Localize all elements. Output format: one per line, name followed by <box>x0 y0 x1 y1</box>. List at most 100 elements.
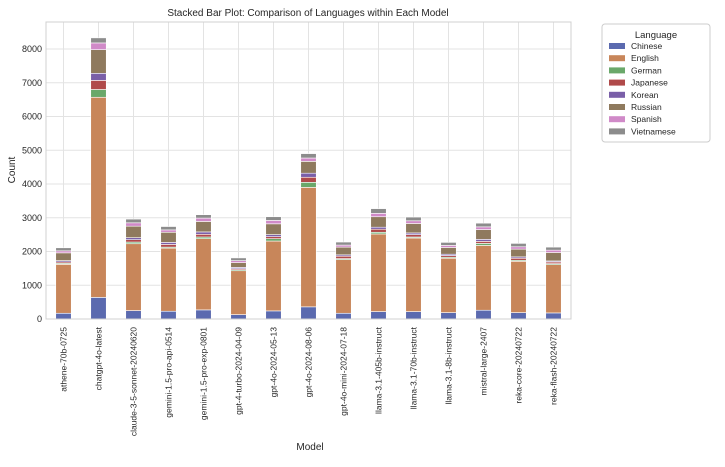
x-tick-label: chatgpt-4o-latest <box>94 326 104 390</box>
legend-label: Spanish <box>631 114 662 124</box>
bar-segment-korean <box>300 172 317 178</box>
x-tick-label: llama-3.1-405b-instruct <box>374 326 384 414</box>
bar-segment-korean <box>195 231 212 235</box>
chart-title: Stacked Bar Plot: Comparison of Language… <box>167 8 448 19</box>
legend-swatch-japanese <box>609 79 625 86</box>
legend-label: Japanese <box>631 78 668 88</box>
legend-swatch-chinese <box>609 43 625 49</box>
legend-swatch-spanish <box>609 116 625 123</box>
bar-segment-vietnamese <box>335 241 352 246</box>
x-tick-label: reka-core-20240722 <box>514 327 524 404</box>
y-tick-label: 5000 <box>22 145 42 155</box>
x-axis-label: Model <box>296 442 323 453</box>
bar-segment-spanish <box>475 226 492 230</box>
bar-segment-korean <box>160 242 177 245</box>
y-axis: 0 1000 2000 3000 4000 5000 6000 7000 8000 <box>22 44 42 324</box>
bar-segment-chinese <box>265 310 282 320</box>
bar-segment-chinese <box>370 311 387 320</box>
bar-segment-japanese <box>265 236 282 239</box>
y-tick-label: 7000 <box>22 78 42 88</box>
bar-segment-russian <box>510 248 527 258</box>
bar-segment-russian <box>55 252 72 261</box>
bar-segment-chinese <box>405 311 422 320</box>
bars <box>55 37 562 320</box>
x-tick-label: gemini-1.5-pro-exp-0801 <box>199 327 209 420</box>
bar-segment-japanese <box>475 241 492 244</box>
bar-segment-russian <box>160 231 177 243</box>
legend-label: German <box>631 65 662 75</box>
bar-segment-japanese <box>300 176 317 183</box>
bar-segment-russian <box>370 216 387 228</box>
legend-title: Language <box>635 30 677 41</box>
bar-segment-german <box>300 182 317 188</box>
bar-segment-english <box>90 96 107 298</box>
x-tick-label: gpt-4-turbo-2024-04-09 <box>234 327 244 415</box>
bar-segment-japanese <box>335 255 352 259</box>
bar-segment-japanese <box>405 234 422 238</box>
bar-segment-spanish <box>90 42 107 50</box>
bar-segment-vietnamese <box>125 218 142 224</box>
bar-segment-korean <box>265 234 282 237</box>
bar-segment-vietnamese <box>265 216 282 221</box>
bar-segment-russian <box>195 221 212 233</box>
bar-segment-english <box>300 187 317 308</box>
bar-segment-spanish <box>160 229 177 233</box>
x-tick-label: claude-3-5-sonnet-20240620 <box>129 327 139 436</box>
bar-segment-english <box>265 240 282 312</box>
bar-segment-spanish <box>405 220 422 224</box>
bar-segment-russian <box>405 223 422 234</box>
x-tick-label: gpt-4o-mini-2024-07-18 <box>339 327 349 416</box>
legend-items: Chinese English German Japanese Korean Russia… <box>609 41 676 136</box>
bar-segment-chinese <box>55 312 72 320</box>
bar-segment-vietnamese <box>405 216 422 222</box>
bar-segment-russian <box>335 246 352 256</box>
bar-segment-spanish <box>195 217 212 222</box>
bar-segment-russian <box>475 229 492 240</box>
bar-segment-japanese <box>125 239 142 243</box>
y-tick-label: 4000 <box>22 179 42 189</box>
bar-segment-korean <box>125 237 142 240</box>
y-tick-label: 1000 <box>22 280 42 290</box>
bar-segment-russian <box>265 223 282 235</box>
bar-segment-vietnamese <box>545 246 562 251</box>
bar-segment-spanish <box>55 250 72 254</box>
legend-label: English <box>631 53 659 63</box>
legend-label: Russian <box>631 102 662 112</box>
y-tick-label: 2000 <box>22 247 42 257</box>
bar-segment-english <box>335 259 352 314</box>
legend-frame <box>601 23 711 143</box>
bar-segment-chinese <box>90 297 107 320</box>
bar-segment-english <box>510 260 527 313</box>
bar-segment-chinese <box>440 312 457 320</box>
x-tick-label: llama-3.1-70b-instruct <box>409 326 419 409</box>
bar-segment-japanese <box>195 233 212 238</box>
bar-segment-english <box>230 270 247 315</box>
bar-segment-english <box>370 233 387 312</box>
bar-segment-russian <box>300 161 317 174</box>
legend-swatch-english <box>609 55 625 62</box>
x-tick-label: mistral-large-2407 <box>479 327 489 396</box>
bar-segment-german <box>475 243 492 246</box>
bar-segment-chinese <box>335 312 352 320</box>
bar-segment-spanish <box>370 213 387 218</box>
bar-segment-russian <box>90 49 107 74</box>
bar-segment-english <box>405 237 422 312</box>
legend: Language Chinese English German Japanese Kor… <box>601 23 711 143</box>
bar-segment-spanish <box>230 260 247 263</box>
bar-segment-chinese <box>195 309 212 320</box>
legend-label: Vietnamese <box>631 126 676 136</box>
bar-segment-russian <box>545 252 562 262</box>
bar-segment-russian <box>125 225 142 238</box>
y-tick-label: 0 <box>37 314 42 324</box>
bar-segment-spanish <box>510 246 527 250</box>
plot-frame <box>45 21 572 320</box>
x-tick-label: gpt-4o-2024-08-06 <box>304 327 314 398</box>
bar-segment-english <box>195 238 212 311</box>
bar-segment-japanese <box>510 257 527 261</box>
x-axis: athene-70b-0725 chatgpt-4o-latest claude-3… <box>59 326 559 436</box>
bar-segment-english <box>55 264 72 314</box>
bar-segment-vietnamese <box>510 243 527 248</box>
bar-segment-german <box>265 238 282 242</box>
